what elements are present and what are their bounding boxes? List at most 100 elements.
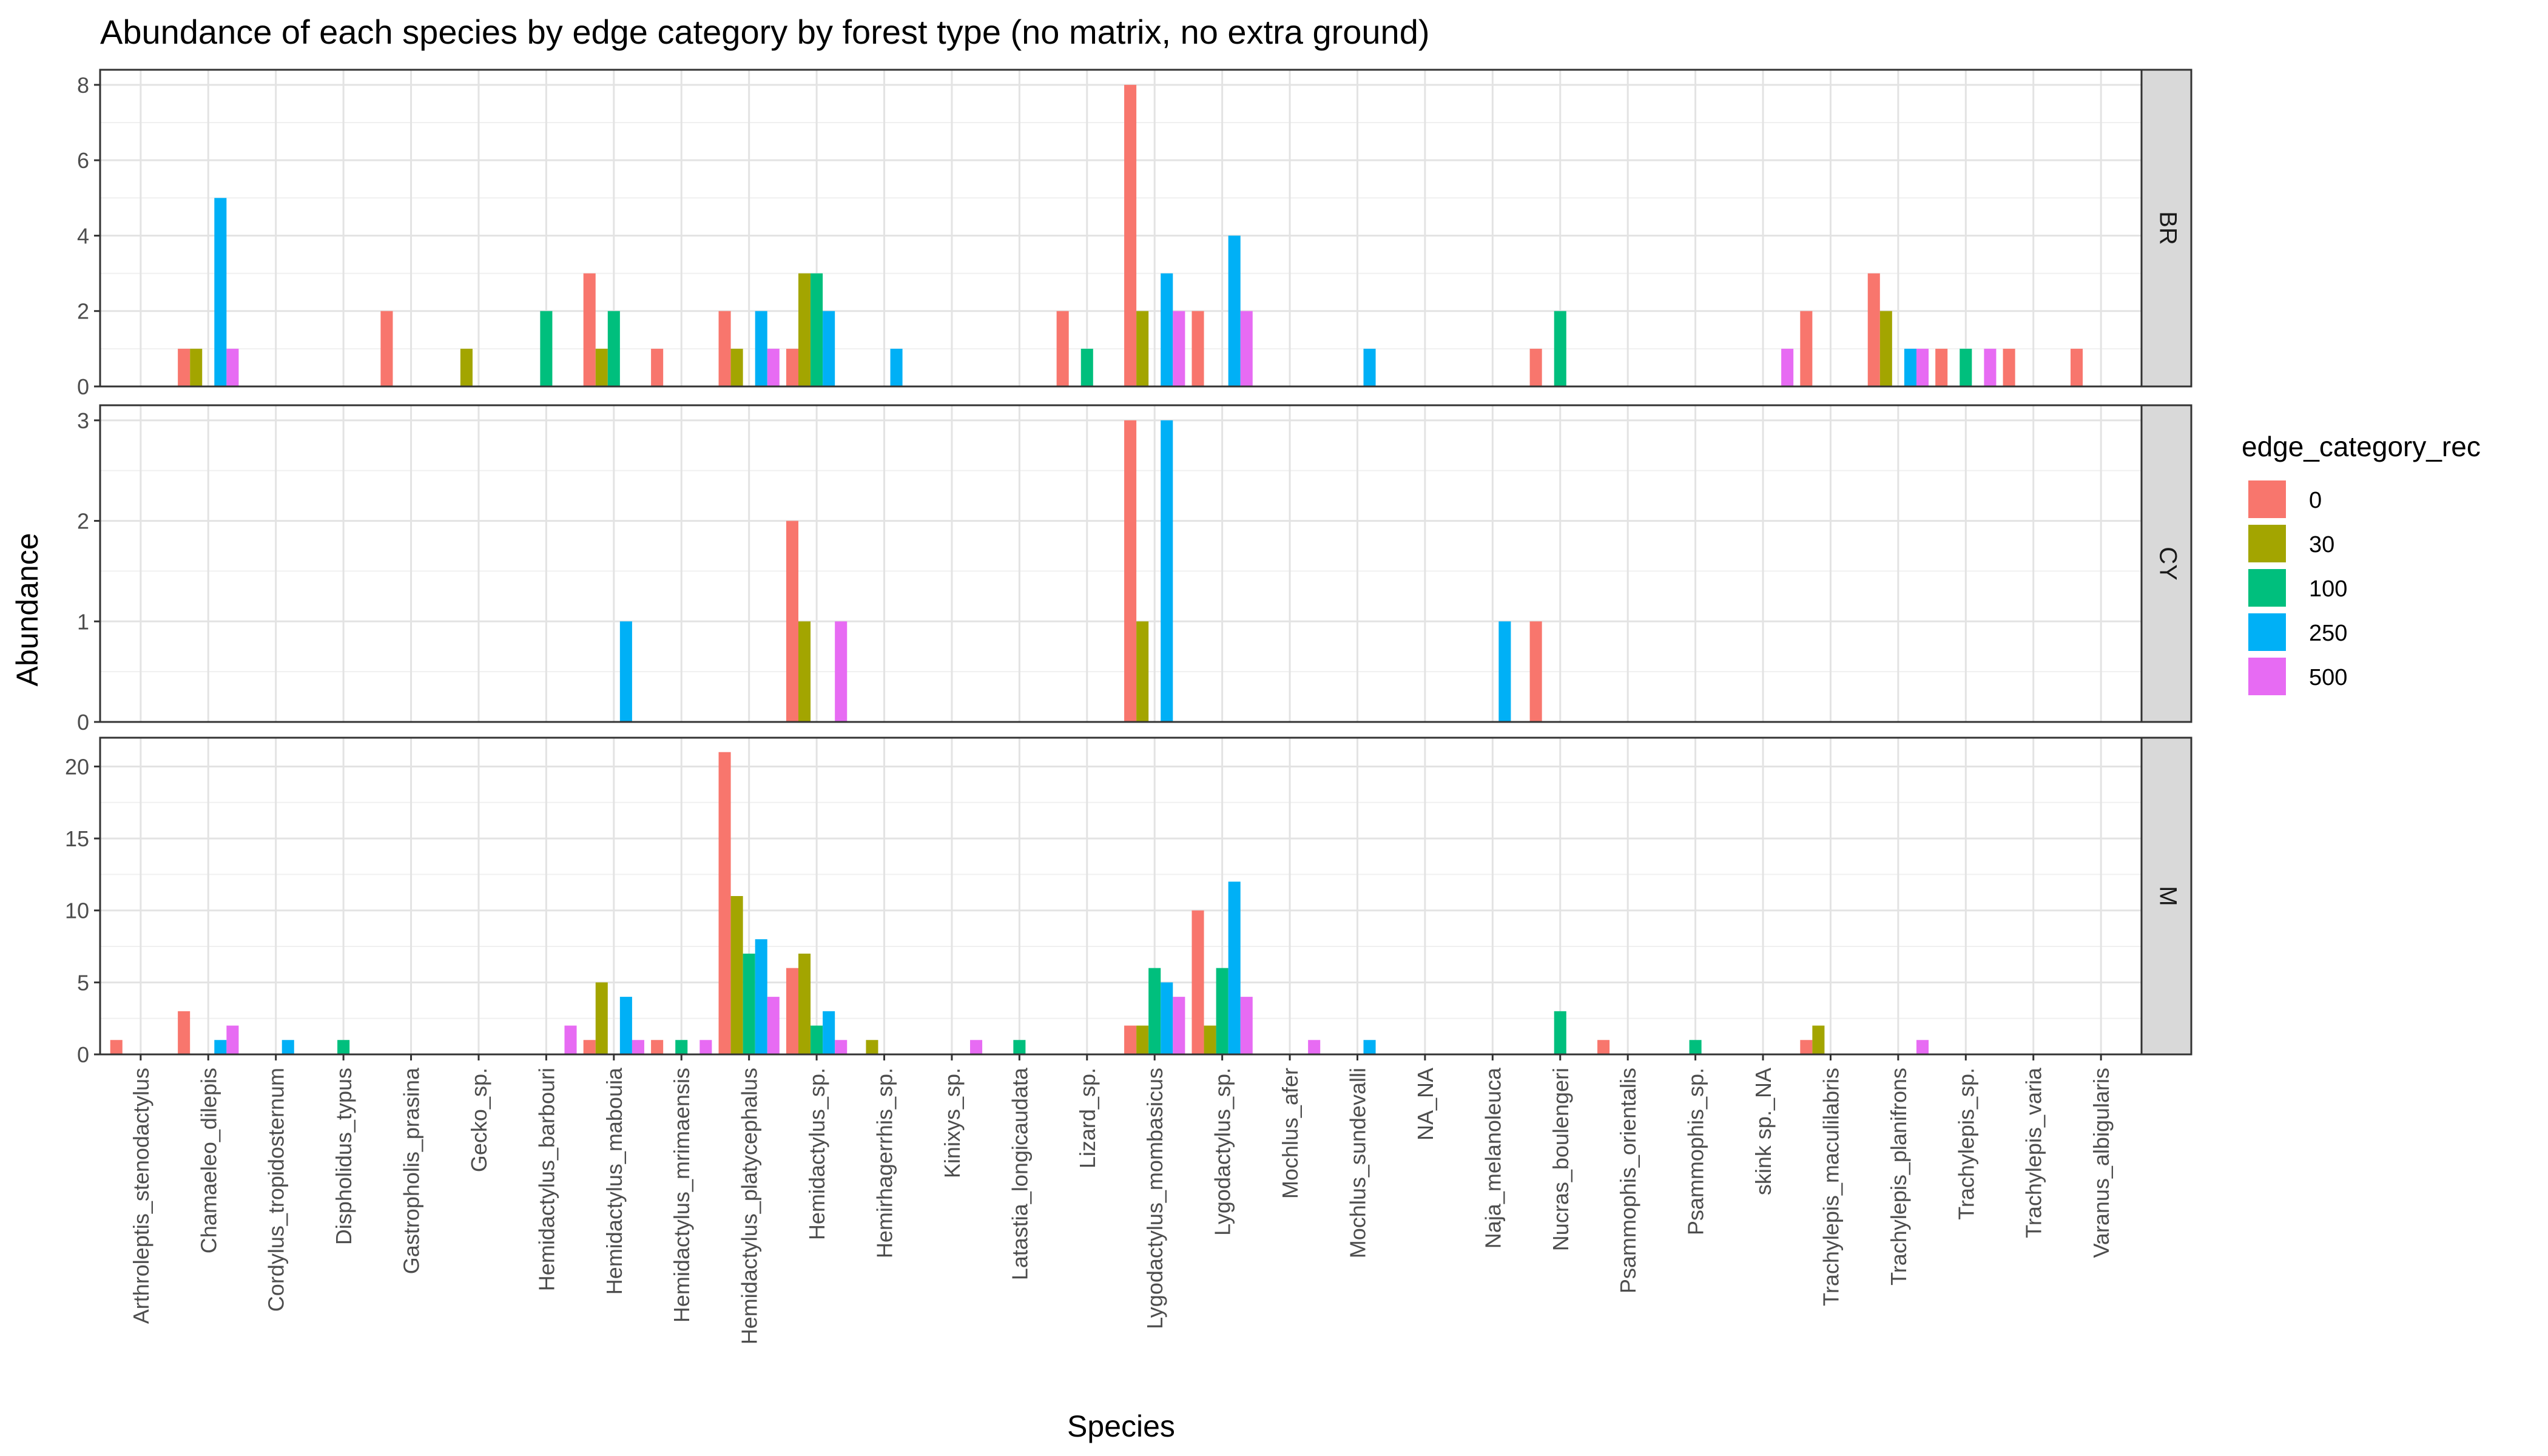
bar-br-chamaeleo-dilepis-edge-30 [190, 348, 203, 386]
x-tick-label: Lygodactylus_sp. [1210, 1068, 1235, 1236]
x-tick-label: Hemidactylus_platycephalus [737, 1068, 762, 1344]
bar-m-dispholidus-typus-edge-100 [337, 1040, 350, 1054]
bar-cy-hemidactylus-mabouia-edge-250 [619, 621, 632, 722]
bar-br-trachylepis-sp-edge-100 [1960, 348, 1972, 386]
bar-m-hemidactylus-mabouia-edge-0 [583, 1040, 596, 1054]
x-tick-label: Hemidactylus_mabouia [602, 1067, 627, 1295]
bar-br-trachylepis-maculilabris-edge-0 [1800, 311, 1813, 386]
facet-strip [2140, 404, 2192, 723]
legend-swatch-500 [2248, 658, 2286, 695]
y-tick-label: 2 [77, 299, 89, 324]
bar-m-lygodactylus-sp-edge-0 [1191, 910, 1204, 1054]
bar-br-hemidactylus-platycephalus-edge-500 [767, 348, 780, 386]
legend-swatch-30 [2248, 525, 2286, 562]
x-tick-label: Chamaeleo_dilepis [196, 1068, 221, 1253]
legend-label-250: 250 [2309, 621, 2347, 646]
y-tick-label: 2 [77, 509, 89, 534]
bar-br-trachylepis-sp-edge-0 [1935, 348, 1948, 386]
bar-m-mochlus-afer-edge-500 [1308, 1040, 1321, 1054]
bar-br-trachylepis-sp-edge-500 [1984, 348, 1997, 386]
bar-cy-nucras-boulengeri-edge-0 [1529, 621, 1542, 722]
facet-strip-label: CY [2154, 547, 2181, 581]
bar-m-lygodactylus-mombasicus-edge-250 [1161, 982, 1173, 1054]
bar-m-lygodactylus-sp-edge-250 [1228, 881, 1241, 1054]
x-tick-label: Hemirhagerrhis_sp. [872, 1068, 897, 1258]
y-tick-label: 0 [77, 374, 89, 399]
bar-br-varanus-albigularis-edge-0 [2071, 348, 2083, 386]
x-tick-label: Arthroleptis_stenodactylus [129, 1068, 153, 1324]
bar-m-hemidactylus-sp-edge-100 [811, 1025, 823, 1054]
bar-br-hemidactylus-mabouia-edge-100 [607, 311, 620, 386]
bar-br-hemidactylus-sp-edge-100 [811, 273, 823, 386]
x-tick-label: Trachylepis_varia [2021, 1067, 2046, 1238]
legend-label-100: 100 [2309, 576, 2347, 602]
x-tick-label: Psammophis_orientalis [1616, 1068, 1640, 1293]
y-tick-label: 3 [77, 408, 89, 433]
bar-br-lygodactylus-mombasicus-edge-30 [1136, 311, 1149, 386]
bar-m-lygodactylus-sp-edge-100 [1216, 968, 1228, 1054]
x-tick-label: Cordylus_tropidosternum [264, 1068, 289, 1312]
y-tick-label: 6 [77, 148, 89, 173]
bar-br-hemidactylus-sp-edge-250 [823, 311, 835, 386]
x-tick-label: Latastia_longicaudata [1007, 1067, 1032, 1280]
bar-br-trachylepis-planifrons-edge-30 [1879, 311, 1892, 386]
bar-m-lygodactylus-mombasicus-edge-100 [1148, 968, 1161, 1054]
bar-m-hemidactylus-sp-edge-0 [786, 968, 799, 1054]
facet-strip-label: M [2154, 886, 2181, 906]
bar-m-psammophis-sp-edge-100 [1689, 1040, 1702, 1054]
bar-m-hemirhagerrhis-sp-edge-30 [866, 1040, 878, 1054]
x-tick-label: Kinixys_sp. [940, 1068, 965, 1178]
bar-br-hemidactylus-platycephalus-edge-0 [718, 311, 731, 386]
bar-br-gecko-sp-edge-30 [460, 348, 473, 386]
facet-strip [2140, 736, 2192, 1056]
bar-m-kinixys-sp-edge-500 [970, 1040, 983, 1054]
x-tick-label: NA_NA [1413, 1068, 1438, 1141]
bar-br-lygodactylus-mombasicus-edge-0 [1124, 84, 1137, 386]
facet-strip-label: BR [2154, 211, 2181, 245]
x-tick-label: Hemidactylus_barbouri [534, 1068, 559, 1291]
bar-m-hemidactylus-mrimaensis-edge-100 [675, 1040, 688, 1054]
bar-m-cordylus-tropidosternum-edge-250 [281, 1040, 294, 1054]
x-tick-label: Naja_melanoleuca [1480, 1067, 1505, 1249]
legend-swatch-250 [2248, 613, 2286, 651]
bar-m-hemidactylus-sp-edge-250 [823, 1011, 835, 1054]
x-tick-label: Lizard_sp. [1075, 1068, 1100, 1168]
x-tick-label: Mochlus_sundevalli [1345, 1068, 1370, 1258]
bar-cy-lygodactylus-mombasicus-edge-30 [1136, 621, 1149, 722]
bar-m-hemidactylus-platycephalus-edge-0 [718, 752, 731, 1054]
y-tick-label: 5 [77, 970, 89, 995]
y-tick-label: 20 [65, 754, 89, 779]
bar-br-chamaeleo-dilepis-edge-0 [178, 348, 190, 386]
bar-m-chamaeleo-dilepis-edge-500 [226, 1025, 239, 1054]
facet-m: 0 5 10 15 20 M [65, 736, 2192, 1067]
legend-label-500: 500 [2309, 665, 2347, 690]
y-tick-label: 0 [77, 1042, 89, 1067]
bar-m-lygodactylus-mombasicus-edge-0 [1124, 1025, 1137, 1054]
y-axis-title: Abundance [10, 533, 44, 686]
panel-background [100, 405, 2142, 722]
bar-m-hemidactylus-platycephalus-edge-250 [755, 939, 767, 1054]
x-tick-label: Dispholidus_typus [331, 1068, 356, 1245]
bar-m-hemidactylus-barbouri-edge-500 [564, 1025, 577, 1054]
x-tick-label: Hemidactylus_mrimaensis [669, 1068, 694, 1323]
bar-m-hemidactylus-mrimaensis-edge-500 [699, 1040, 712, 1054]
bar-br-hemidactylus-mabouia-edge-0 [583, 273, 596, 386]
bar-br-lygodactylus-sp-edge-500 [1240, 311, 1253, 386]
legend: edge_category_rec 0 30 100 250 500 [2242, 431, 2481, 695]
x-axis: Arthroleptis_stenodactylus Chamaeleo_dile… [129, 1054, 2114, 1344]
bar-m-nucras-boulengeri-edge-100 [1554, 1011, 1566, 1054]
bar-br-hemidactylus-barbouri-edge-100 [540, 311, 553, 386]
bar-m-lygodactylus-sp-edge-500 [1240, 997, 1253, 1054]
facet-panels: 0 2 4 6 8 BR 0 1 2 3 CY 0 5 10 15 20 M [65, 69, 2192, 1067]
x-axis-title: Species [1067, 1409, 1175, 1443]
y-tick-label: 0 [77, 710, 89, 735]
bar-m-hemidactylus-platycephalus-edge-100 [743, 953, 755, 1054]
bar-m-lygodactylus-sp-edge-30 [1204, 1025, 1216, 1054]
x-tick-label: Mochlus_afer [1278, 1068, 1303, 1199]
bar-br-gastropholis-prasina-edge-0 [380, 311, 393, 386]
bar-br-lygodactylus-sp-edge-250 [1228, 235, 1241, 386]
y-tick-label: 1 [77, 609, 89, 634]
bar-m-latastia-longicaudata-edge-100 [1013, 1040, 1026, 1054]
bar-br-chamaeleo-dilepis-edge-500 [226, 348, 239, 386]
bar-m-hemidactylus-mrimaensis-edge-0 [651, 1040, 664, 1054]
